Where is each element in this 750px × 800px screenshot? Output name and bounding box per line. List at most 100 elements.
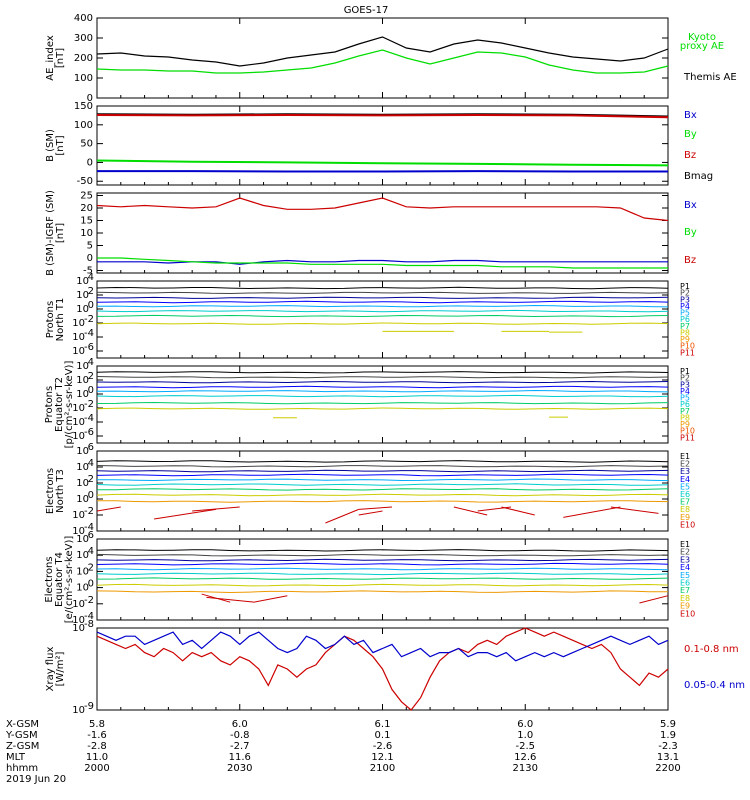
y-axis-label: North T3 xyxy=(55,469,66,513)
y-tick-label: 0 xyxy=(87,253,93,264)
legend-entry: P8 xyxy=(680,413,690,422)
y-tick-label: 100 xyxy=(74,73,93,84)
ephemeris-value: 2130 xyxy=(513,763,538,774)
flux-channel-line xyxy=(96,500,669,503)
legend-entry: Bmag xyxy=(684,171,713,182)
sparse-segment xyxy=(192,506,240,512)
sparse-segment xyxy=(96,506,121,512)
ephemeris-value: 5.8 xyxy=(89,719,105,730)
flux-channel-line xyxy=(96,478,669,482)
legend-entry: P8 xyxy=(680,328,690,337)
y-axis-label: B (SM)-IGRF (SM) xyxy=(45,190,56,276)
ephemeris-value: -0.8 xyxy=(230,730,250,741)
y-tick-label: 10 xyxy=(76,290,89,301)
flux-channel-line xyxy=(96,577,669,580)
flux-channel-line xyxy=(96,469,669,473)
flux-channel-line xyxy=(96,562,669,566)
flux-channel-line xyxy=(96,309,669,313)
ephemeris-row-label: 2019 Jun 20 xyxy=(6,774,66,785)
legend-entry: 0.1-0.8 nm xyxy=(684,644,739,655)
sparse-segment xyxy=(358,506,393,510)
y-axis-label: B (SM) xyxy=(45,129,56,162)
y-axis-label: [W/m²] xyxy=(55,651,66,686)
legend-entry: E1 xyxy=(680,540,690,549)
y-tick-label: 15 xyxy=(80,216,93,227)
y-axis-label: [nT] xyxy=(55,135,66,155)
legend-entry: P11 xyxy=(680,433,695,442)
y-tick-exponent: 4 xyxy=(88,357,94,368)
y-tick-exponent: 2 xyxy=(88,474,94,485)
series-line-themis-ae xyxy=(96,36,669,67)
y-tick-label: 10 xyxy=(76,375,89,386)
legend-entry: Bx xyxy=(684,200,697,211)
flux-channel-line xyxy=(96,322,669,325)
legend-entry: By xyxy=(684,129,697,140)
flux-channel-line xyxy=(96,300,669,304)
y-tick-label: 10 xyxy=(76,462,89,473)
y-tick-label: 10 xyxy=(76,534,89,545)
y-tick-exponent: -2 xyxy=(84,595,94,606)
legend-entry: P6 xyxy=(680,400,690,409)
flux-channel-line xyxy=(96,567,669,571)
legend-entry: E3 xyxy=(680,555,690,564)
legend-entry: proxy AE xyxy=(680,41,724,52)
y-tick-label: 10 xyxy=(72,417,85,428)
ephemeris-value: -2.5 xyxy=(515,741,535,752)
flux-channel-line xyxy=(96,291,669,295)
y-tick-label: 10 xyxy=(76,583,89,594)
legend-entry: E7 xyxy=(680,586,690,595)
legend-entry: P7 xyxy=(680,322,690,331)
legend-entry: P11 xyxy=(680,348,695,357)
y-tick-label: -50 xyxy=(77,176,93,187)
flux-channel-line xyxy=(96,401,669,405)
ephemeris-value: 2000 xyxy=(84,763,109,774)
legend-entry: By xyxy=(684,227,697,238)
legend-entry: E4 xyxy=(680,475,690,484)
legend-entry: E4 xyxy=(680,563,690,572)
legend-entry: Bx xyxy=(684,110,697,121)
y-tick-label: 400 xyxy=(74,13,93,24)
y-tick-exponent: -8 xyxy=(84,619,94,630)
legend-entry: P3 xyxy=(680,295,690,304)
flux-channel-line xyxy=(96,385,669,389)
flux-channel-line xyxy=(96,465,669,468)
flux-channel-line xyxy=(96,590,669,594)
legend-entry: E9 xyxy=(680,513,690,522)
ephemeris-row-label: MLT xyxy=(6,752,26,763)
y-tick-label: 0 xyxy=(87,157,93,168)
ephemeris-value: -2.6 xyxy=(373,741,393,752)
y-tick-label: 10 xyxy=(76,478,89,489)
legend-entry: Bz xyxy=(684,255,696,266)
ephemeris-row-label: X-GSM xyxy=(6,719,39,730)
y-tick-label: 200 xyxy=(74,53,93,64)
legend-entry: E3 xyxy=(680,467,690,476)
y-tick-label: 10 xyxy=(72,431,85,442)
sparse-segment xyxy=(639,595,669,604)
y-tick-exponent: -4 xyxy=(84,611,94,622)
legend-entry: E5 xyxy=(680,482,690,491)
legend-entry: P10 xyxy=(680,342,695,351)
flux-channel-line xyxy=(96,558,669,562)
y-tick-exponent: -6 xyxy=(84,342,94,353)
sparse-segment xyxy=(206,596,255,603)
y-tick-exponent: 0 xyxy=(88,490,94,501)
legend-entry: E6 xyxy=(680,490,690,499)
y-tick-label: 50 xyxy=(80,139,93,150)
y-axis-label: [e/(cm²-s-sr-keV)] xyxy=(64,536,75,624)
flux-channel-line xyxy=(96,304,669,308)
y-tick-exponent: 4 xyxy=(88,458,94,469)
legend-entry: P3 xyxy=(680,380,690,389)
y-axis-label: Electrons xyxy=(44,556,55,602)
legend-entry: P5 xyxy=(680,394,690,403)
y-tick-label: 10 xyxy=(76,389,89,400)
y-tick-label: 20 xyxy=(80,203,93,214)
ephemeris-value: 2200 xyxy=(655,763,680,774)
flux-channel-line xyxy=(96,493,669,497)
legend-entry: P10 xyxy=(680,427,695,436)
legend-entry: P1 xyxy=(680,367,690,376)
flux-channel-line xyxy=(96,376,669,379)
